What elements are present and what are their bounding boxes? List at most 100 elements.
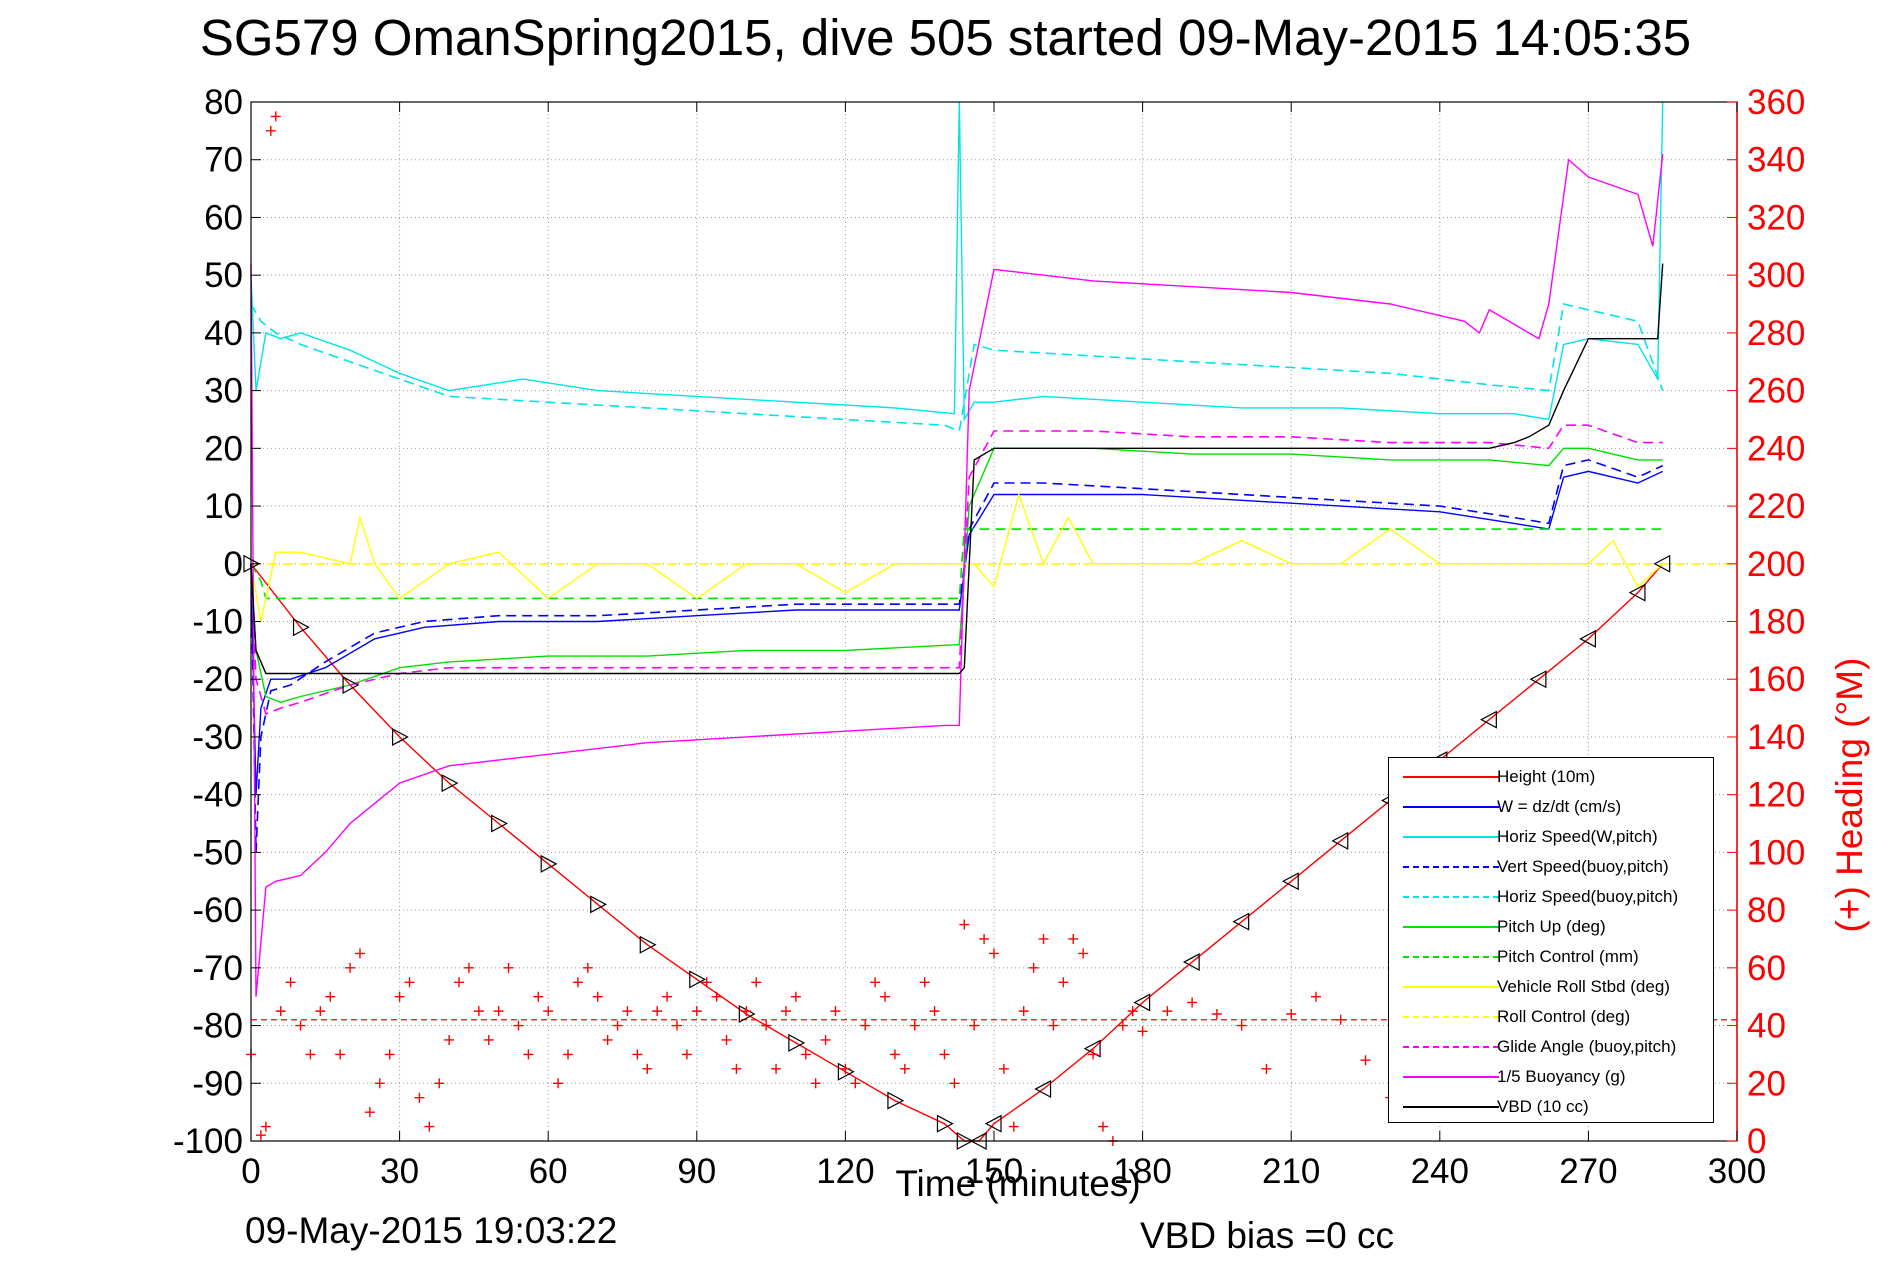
heading-plus-marker bbox=[850, 1078, 861, 1089]
y2-tick-label: 0 bbox=[1747, 1122, 1766, 1161]
heading-plus-marker bbox=[602, 1034, 613, 1045]
legend-label: VBD (10 cc) bbox=[1497, 1097, 1589, 1116]
series-line-9 bbox=[250, 424, 1663, 715]
heading-plus-marker bbox=[483, 1034, 494, 1045]
legend-entry: 1/5 Buoyancy (g) bbox=[1389, 1062, 1715, 1092]
y2-tick-label: 220 bbox=[1747, 487, 1805, 526]
y-tick-label: -20 bbox=[192, 660, 243, 699]
heading-plus-marker bbox=[305, 1049, 316, 1060]
heading-plus-marker bbox=[275, 1006, 286, 1017]
y2-tick-label: 40 bbox=[1747, 1007, 1786, 1046]
y2-tick-label: 60 bbox=[1747, 949, 1786, 988]
height-triangle-marker bbox=[689, 970, 707, 989]
legend-label: Horiz Speed(buoy,pitch) bbox=[1497, 887, 1679, 906]
heading-plus-marker bbox=[1360, 1055, 1371, 1066]
heading-plus-marker bbox=[473, 1006, 484, 1017]
height-triangle-marker bbox=[590, 895, 608, 914]
y-tick-label: -40 bbox=[192, 776, 243, 815]
legend-swatch bbox=[1403, 1106, 1499, 1108]
y2-tick-label: 100 bbox=[1747, 833, 1805, 872]
y2-tick-label: 280 bbox=[1747, 314, 1805, 353]
heading-plus-marker bbox=[998, 1063, 1009, 1074]
heading-plus-marker bbox=[1008, 1121, 1019, 1132]
height-triangle-marker bbox=[441, 774, 459, 793]
y2-tick-label: 260 bbox=[1747, 372, 1805, 411]
heading-plus-marker bbox=[1261, 1063, 1272, 1074]
height-triangle-marker bbox=[1331, 831, 1349, 850]
heading-plus-marker bbox=[1038, 933, 1049, 944]
y-tick-label: 30 bbox=[204, 372, 243, 411]
y-tick-label: 70 bbox=[204, 141, 243, 180]
y-tick-label: -70 bbox=[192, 949, 243, 988]
height-triangle-marker bbox=[1579, 629, 1597, 648]
height-triangle-marker bbox=[491, 814, 508, 833]
heading-plus-marker bbox=[979, 933, 990, 944]
heading-plus-marker bbox=[1187, 997, 1198, 1008]
legend-entry: VBD (10 cc) bbox=[1389, 1092, 1715, 1122]
heading-plus-marker bbox=[404, 977, 415, 988]
heading-plus-marker bbox=[919, 977, 930, 988]
heading-plus-marker bbox=[315, 1006, 326, 1017]
heading-plus-marker bbox=[345, 962, 356, 973]
heading-plus-marker bbox=[384, 1049, 395, 1060]
y2-tick-label: 340 bbox=[1747, 141, 1805, 180]
heading-plus-marker bbox=[414, 1092, 425, 1103]
heading-plus-marker bbox=[751, 977, 762, 988]
y-tick-label: -30 bbox=[192, 718, 243, 757]
footer-timestamp: 09-May-2015 19:03:22 bbox=[245, 1210, 618, 1251]
heading-plus-marker bbox=[870, 977, 881, 988]
height-triangle-marker bbox=[788, 1033, 806, 1052]
heading-plus-marker bbox=[493, 1006, 504, 1017]
height-triangle-marker bbox=[540, 854, 558, 873]
heading-plus-marker bbox=[1211, 1009, 1222, 1020]
heading-plus-marker bbox=[265, 125, 276, 136]
y-tick-label: -10 bbox=[192, 603, 243, 642]
x-tick-label: 150 bbox=[965, 1152, 1023, 1191]
heading-plus-marker bbox=[572, 977, 583, 988]
x-tick-label: 270 bbox=[1559, 1152, 1617, 1191]
y2-tick-label: 20 bbox=[1747, 1064, 1786, 1103]
heading-plus-marker bbox=[880, 991, 891, 1002]
x-tick-label: 210 bbox=[1262, 1152, 1320, 1191]
heading-plus-marker bbox=[701, 977, 712, 988]
legend-entry: Roll Control (deg) bbox=[1389, 1002, 1715, 1032]
heading-plus-marker bbox=[454, 977, 465, 988]
heading-plus-marker bbox=[671, 1020, 682, 1031]
tick-layer: 0 30 60 90 120 150 180 210 240 270 300-100-90-80-7… bbox=[173, 83, 1805, 1191]
heading-plus-marker bbox=[959, 919, 970, 930]
heading-plus-marker bbox=[582, 962, 593, 973]
height-triangle-marker bbox=[1182, 953, 1200, 972]
height-triangle-marker bbox=[936, 1114, 954, 1133]
legend-label: W = dz/dt (cm/s) bbox=[1497, 797, 1622, 816]
series-line-10 bbox=[250, 153, 1664, 997]
legend-entry: Vert Speed(buoy,pitch) bbox=[1389, 852, 1715, 882]
heading-plus-marker bbox=[860, 1020, 871, 1031]
heading-plus-marker bbox=[444, 1034, 455, 1045]
heading-plus-marker bbox=[335, 1049, 346, 1060]
height-triangle-marker bbox=[1034, 1080, 1052, 1099]
legend-swatch bbox=[1403, 1076, 1499, 1078]
height-triangle-marker bbox=[1653, 554, 1671, 573]
heading-plus-marker bbox=[662, 991, 673, 1002]
heading-plus-marker bbox=[1097, 1121, 1108, 1132]
heading-plus-marker bbox=[1088, 1049, 1099, 1060]
heading-plus-marker bbox=[503, 962, 514, 973]
heading-plus-marker bbox=[642, 1063, 653, 1074]
y2-tick-label: 140 bbox=[1747, 718, 1805, 757]
legend-swatch bbox=[1403, 986, 1499, 988]
heading-plus-marker bbox=[741, 1006, 752, 1017]
series-layer bbox=[250, 101, 1737, 1142]
heading-plus-marker bbox=[939, 1049, 950, 1060]
y-tick-label: 10 bbox=[204, 487, 243, 526]
heading-plus-marker bbox=[1078, 948, 1089, 959]
legend-entry: Vehicle Roll Stbd (deg) bbox=[1389, 972, 1715, 1002]
x-tick-label: 60 bbox=[529, 1152, 568, 1191]
heading-plus-marker bbox=[1018, 1006, 1029, 1017]
heading-plus-marker bbox=[285, 977, 296, 988]
legend-label: 1/5 Buoyancy (g) bbox=[1497, 1067, 1626, 1086]
heading-plus-marker bbox=[820, 1034, 831, 1045]
heading-plus-marker bbox=[295, 1020, 306, 1031]
legend-swatch bbox=[1403, 926, 1499, 928]
y-tick-label: -50 bbox=[192, 833, 243, 872]
